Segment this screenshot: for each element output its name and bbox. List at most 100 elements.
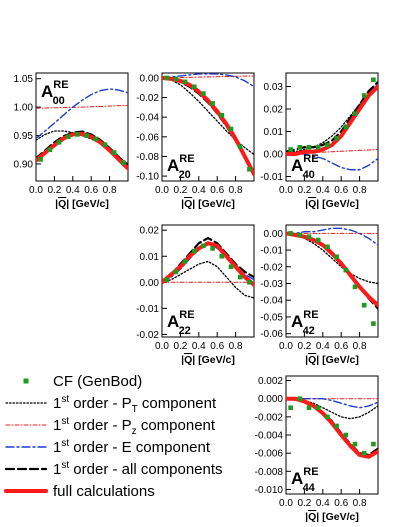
panel-a20: 0.00 -0.02 -0.04 -0.06 -0.08 -0.10 0.0 0.2 0.4 0.… [136, 72, 255, 210]
cf-point [247, 280, 252, 285]
cf-point [47, 147, 53, 153]
cf-point [297, 396, 303, 401]
y-tick-label: 0.03 [264, 82, 284, 93]
x-tick-label: 0.0 [29, 185, 43, 196]
cf-point [361, 93, 367, 98]
panel-frame [285, 72, 379, 182]
cf-point [352, 111, 358, 116]
cf-point [210, 246, 215, 251]
y-tick-label: -0.008 [255, 467, 284, 478]
x-tick-label: 0.6 [210, 341, 224, 352]
y-tick-label: -0.03 [260, 279, 283, 290]
series-dashdot-long [36, 88, 128, 140]
panel-label: ARE 44 [291, 466, 319, 494]
y-tick-label: -0.002 [255, 412, 284, 423]
panel-frame [161, 72, 255, 182]
legend-item: 1st order - Pz component [5, 416, 216, 437]
series-dashdot-long [162, 73, 254, 88]
x-tick-label: 0.8 [103, 185, 117, 196]
legend-item: 1st order - all components [4, 460, 223, 478]
x-tick-label: 0.4 [192, 185, 206, 196]
x-tick-label: 0.2 [173, 341, 187, 352]
cf-point [343, 267, 349, 273]
x-tick-label: 0.4 [316, 498, 330, 509]
y-tick-label: -0.02 [136, 330, 159, 341]
cf-point [219, 253, 225, 259]
cf-point [315, 144, 321, 150]
x-tick-label: 0.8 [229, 185, 243, 196]
series-dashdot-long [286, 227, 378, 246]
y-tick-label: 0.00 [264, 150, 284, 161]
x-tick-label: 0.6 [334, 498, 348, 509]
y-tick-label: 0.002 [258, 376, 283, 387]
series-group [162, 73, 254, 177]
y-tick-label: -0.08 [136, 152, 159, 163]
cf-point [201, 243, 206, 249]
cf-point [191, 84, 197, 90]
x-tick-label: 0.0 [279, 185, 293, 196]
y-tick-label: -0.02 [136, 93, 159, 104]
cf-point [182, 79, 188, 85]
cf-point [334, 135, 339, 141]
x-tick-label: 0.4 [316, 185, 330, 196]
y-tick-label: 1.00 [14, 103, 34, 114]
cf-point [361, 302, 367, 308]
x-tick-label: 0.4 [192, 341, 206, 352]
series-group [162, 236, 254, 299]
y-tick-label: -0.006 [255, 449, 284, 460]
x-axis-label: |Q| [GeV/c] [181, 354, 235, 366]
legend-label: CF (GenBod) [53, 373, 142, 390]
cf-point [102, 142, 108, 147]
cf-point [288, 231, 293, 236]
y-tick-label: 0.00 [264, 229, 284, 240]
panel-label: ARE 22 [167, 309, 195, 337]
cf-point [111, 150, 117, 155]
cf-point [325, 142, 330, 148]
cf-point [315, 237, 321, 243]
cf-point [65, 134, 71, 139]
x-axis-label: |Q| [GeV/c] [305, 354, 359, 366]
series-dashed [286, 80, 378, 153]
x-tick-label: 0.2 [173, 185, 187, 196]
cf-point [247, 166, 252, 172]
cf-point [371, 321, 376, 326]
x-axis-label: |Q| [GeV/c] [55, 198, 109, 210]
cf-point [164, 75, 169, 81]
y-tick-label: 0.95 [14, 131, 34, 142]
legend-label: 1st order - Pz component [53, 416, 216, 437]
cf-point [173, 269, 179, 275]
y-tick-label: -0.06 [136, 132, 159, 143]
series-thick [286, 84, 378, 156]
series-thick [286, 231, 378, 308]
x-tick-label: 0.0 [155, 185, 169, 196]
panel-a44: 0.002 0.000 -0.002 -0.004 -0.006 -0.008 -0.010… [255, 375, 379, 523]
cf-point [121, 160, 126, 166]
cf-point [325, 414, 330, 420]
series-dotted [162, 77, 254, 156]
cf-point [334, 254, 339, 260]
cf-point [306, 405, 312, 411]
y-tick-label: -0.004 [255, 431, 284, 442]
cf-point [84, 133, 89, 138]
cf-point [371, 441, 376, 447]
cf-point [164, 277, 169, 282]
x-tick-label: 0.0 [155, 341, 169, 352]
x-axis-label: |Q| [GeV/c] [305, 511, 359, 523]
x-tick-label: 0.2 [297, 185, 311, 196]
panel-label: ARE 40 [291, 153, 319, 181]
panel-a22: -0.02 -0.01 0.00 0.01 0.02 0.0 0.2 0.4 0.6 0.8 |Q|… [136, 224, 255, 366]
legend-label: full calculations [53, 483, 155, 500]
cf-point [191, 248, 197, 254]
legend-item: 1st order - PT component [5, 394, 217, 415]
panel-label: ARE 00 [41, 79, 69, 107]
panel-label: ARE 20 [167, 153, 195, 181]
y-tick-label: -0.01 [260, 246, 283, 257]
cf-point [371, 77, 376, 83]
y-tick-label: 0.00 [140, 73, 160, 84]
cf-point [210, 101, 215, 106]
series-dashdot [36, 104, 128, 109]
x-tick-label: 0.6 [334, 341, 348, 352]
panel-a40: -0.01 0.00 0.01 0.02 0.03 0.0 0.2 0.4 0.6 0.8 |Q| … [260, 72, 379, 210]
cf-point [228, 126, 234, 132]
